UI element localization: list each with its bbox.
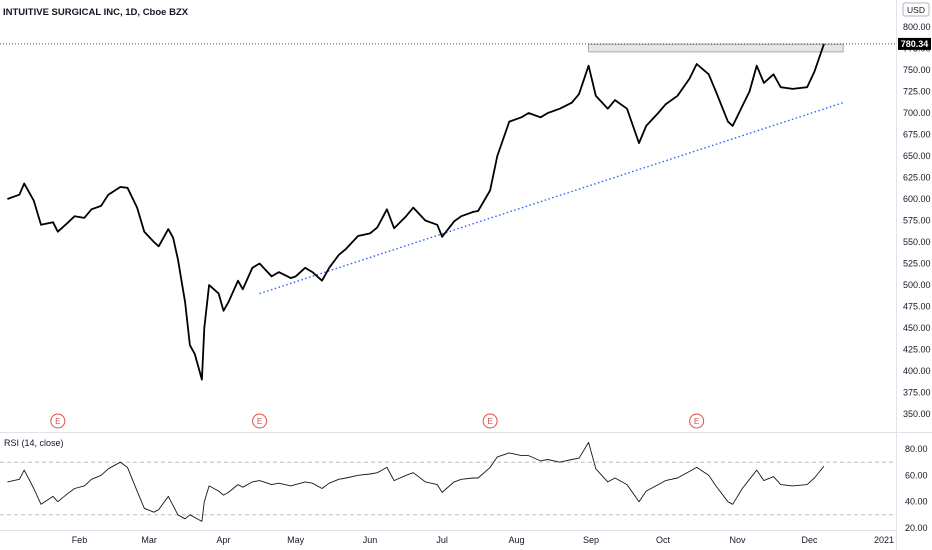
usd-tag[interactable]: USD	[902, 2, 930, 17]
rsi-line	[7, 441, 825, 522]
price-pane[interactable]	[0, 0, 896, 432]
rsi-label: RSI (14, close)	[4, 438, 64, 448]
time-tick-label: Sep	[583, 535, 599, 545]
time-tick-label: Aug	[509, 535, 525, 545]
price-tick-label: 500.00	[903, 280, 931, 290]
price-tick-label: 375.00	[903, 388, 931, 398]
earnings-marker-label: E	[487, 417, 492, 426]
price-tick-label: 625.00	[903, 173, 931, 183]
price-tick-label: 550.00	[903, 237, 931, 247]
time-tick-label: May	[287, 535, 305, 545]
last-price-badge	[898, 37, 931, 50]
time-axis[interactable]: Feb Mar Apr May Jun Jul Aug Sep Oct Nov Dec 2021	[72, 535, 894, 545]
price-tick-label: 700.00	[903, 108, 931, 118]
price-tick-label: 675.00	[903, 130, 931, 140]
rsi-tick-label: 20.00	[905, 523, 928, 533]
last-price-layer: 780.34	[0, 37, 931, 50]
last-price-label: 780.34	[901, 39, 929, 49]
price-axis[interactable]: 800.00775.00750.00725.00700.00675.00650.…	[903, 22, 931, 419]
time-tick-label: Apr	[217, 535, 231, 545]
rsi-bands	[0, 461, 896, 516]
earnings-marker	[482, 413, 498, 429]
price-tick-label: 750.00	[903, 65, 931, 75]
price-tick-label: 425.00	[903, 345, 931, 355]
earnings-marker	[252, 413, 268, 429]
price-tick-label: 475.00	[903, 302, 931, 312]
price-tick-label: 350.00	[903, 409, 931, 419]
earnings-marker-label: E	[55, 417, 60, 426]
currency-label: USD	[907, 5, 925, 15]
resistance-zone-layer	[588, 43, 844, 53]
time-tick-label: Oct	[656, 535, 671, 545]
time-tick-label: Feb	[72, 535, 88, 545]
earnings-marker	[50, 413, 66, 429]
rsi-axis[interactable]: 80.00 60.00 40.00 20.00	[905, 444, 928, 533]
earnings-marker-label: E	[257, 417, 262, 426]
time-tick-label: Jul	[436, 535, 448, 545]
price-tick-label: 575.00	[903, 216, 931, 226]
rsi-tick-label: 40.00	[905, 497, 928, 507]
chart-title: INTUITIVE SURGICAL INC, 1D, Cboe BZX	[3, 7, 189, 18]
earnings-marker	[689, 413, 705, 429]
rsi-line-layer	[7, 441, 825, 522]
time-tick-label: Dec	[802, 535, 819, 545]
rsi-tick-label: 60.00	[905, 470, 928, 480]
price-tick-label: 725.00	[903, 87, 931, 97]
price-tick-label: 650.00	[903, 151, 931, 161]
price-tick-label: 800.00	[903, 22, 931, 32]
price-tick-label: 400.00	[903, 366, 931, 376]
time-tick-label: Nov	[729, 535, 746, 545]
resistance-zone	[588, 43, 844, 53]
time-tick-label: Mar	[141, 535, 157, 545]
price-line-layer	[7, 43, 825, 381]
price-tick-label: 525.00	[903, 259, 931, 269]
time-tick-label: 2021	[874, 535, 894, 545]
rsi-tick-label: 80.00	[905, 444, 928, 454]
price-tick-label: 600.00	[903, 194, 931, 204]
time-tick-label: Jun	[363, 535, 378, 545]
price-tick-label: 450.00	[903, 323, 931, 333]
price-line	[7, 43, 825, 381]
earnings-marker-label: E	[694, 417, 699, 426]
